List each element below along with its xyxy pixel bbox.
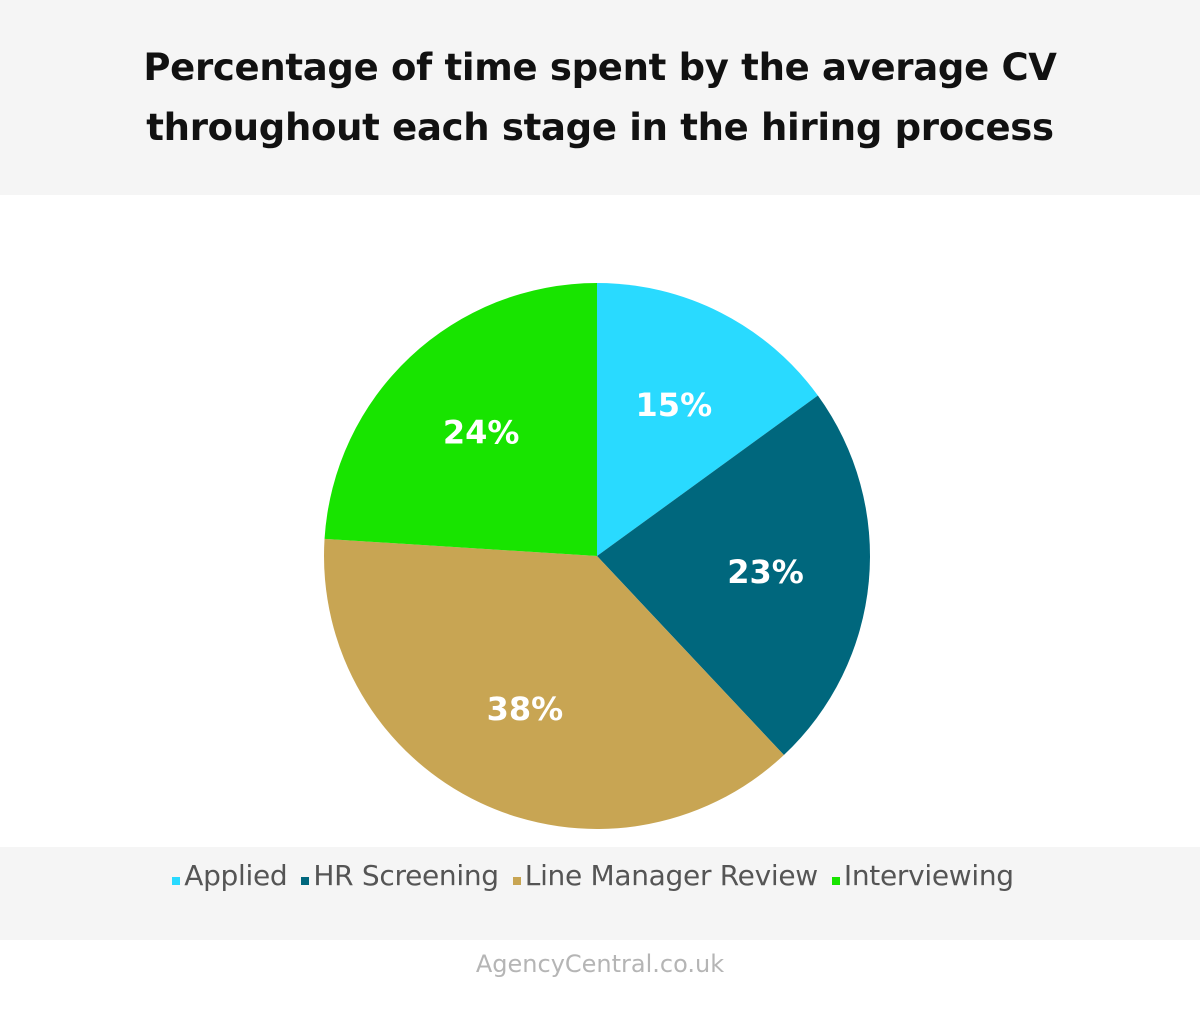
legend-swatch: [172, 877, 181, 885]
data-label-applied: 15%: [636, 386, 713, 424]
legend-label: Interviewing: [843, 859, 1014, 892]
data-label-interviewing: 24%: [443, 414, 520, 452]
legend: Applied HR Screening Line Manager Review In…: [0, 859, 1200, 892]
legend-band: Applied HR Screening Line Manager Review In…: [0, 847, 1200, 940]
legend-swatch: [512, 877, 521, 885]
legend-item-interviewing: Interviewing: [831, 859, 1014, 892]
pie-slice-line-manager-review: [323, 538, 784, 829]
legend-label: Line Manager Review: [524, 859, 818, 892]
pie-data-labels: 15% 23% 38% 24%: [443, 386, 804, 728]
source-credit: AgencyCentral.co.uk: [475, 950, 725, 978]
legend-item-applied: Applied: [172, 859, 288, 892]
data-label-hr-screening: 23%: [727, 553, 804, 591]
pie-slices: [323, 283, 870, 829]
pie-chart: 15% 23% 38% 24%: [323, 283, 870, 829]
legend-label: Applied: [184, 859, 288, 892]
legend-label: HR Screening: [313, 859, 499, 892]
chart-title: Percentage of time spent by the average …: [143, 45, 1057, 149]
pie-slice-applied: [597, 283, 818, 556]
legend-swatch: [301, 877, 310, 885]
pie-slice-hr-screening: [597, 395, 870, 756]
pie-slice-interviewing: [324, 283, 597, 556]
title-band: Percentage of time spent by the average …: [0, 0, 1200, 195]
legend-item-hr-screening: HR Screening: [301, 859, 499, 892]
legend-item-line-manager-review: Line Manager Review: [512, 859, 818, 892]
legend-swatch: [831, 877, 840, 885]
data-label-line-manager-review: 38%: [487, 690, 564, 728]
